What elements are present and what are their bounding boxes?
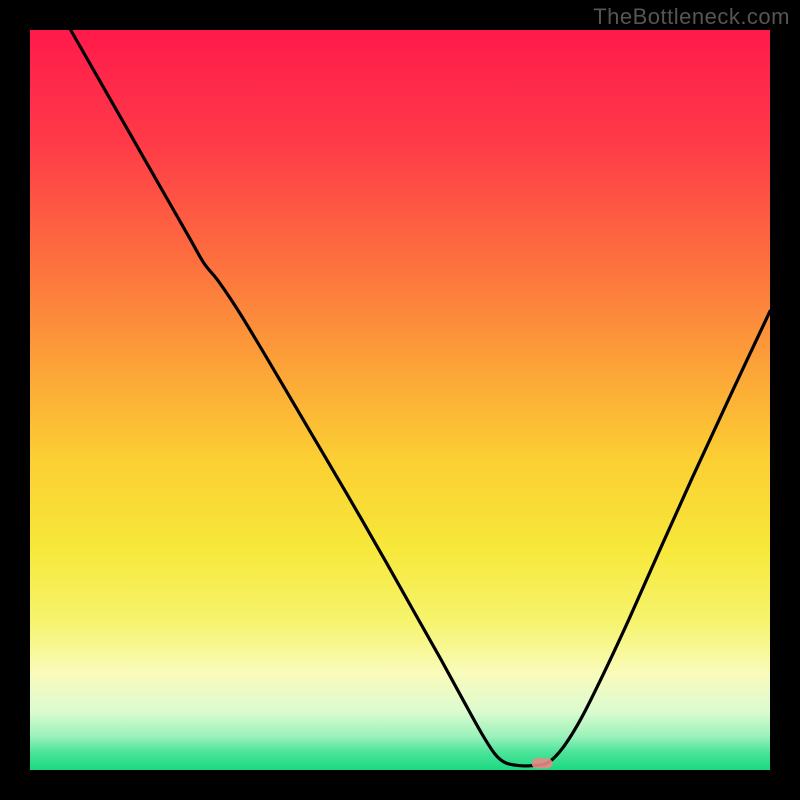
watermark-label: TheBottleneck.com xyxy=(593,4,790,30)
optimal-marker xyxy=(532,758,553,768)
chart-svg xyxy=(0,0,800,800)
gradient-background xyxy=(30,30,770,770)
chart-container: TheBottleneck.com xyxy=(0,0,800,800)
